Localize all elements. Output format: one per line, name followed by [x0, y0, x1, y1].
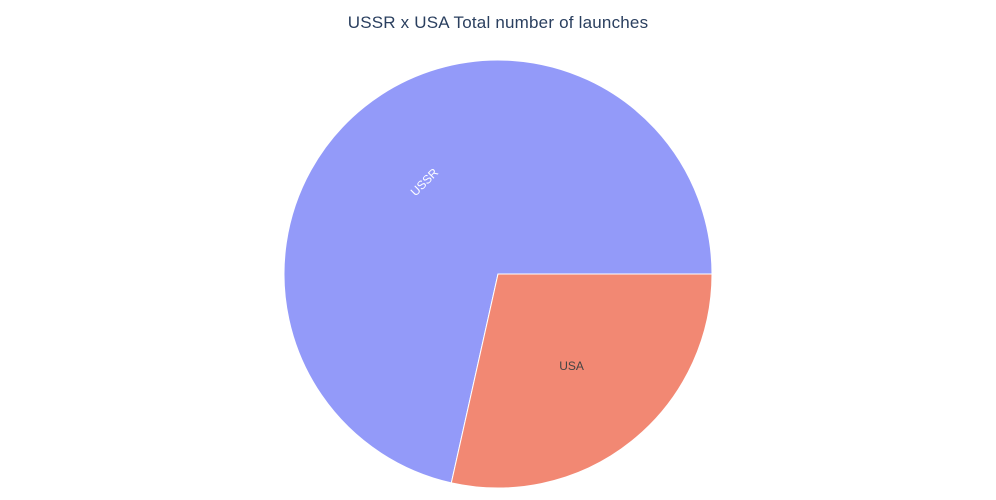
chart-title: USSR x USA Total number of launches	[347, 13, 649, 32]
pie-label-usa: USA	[559, 359, 584, 373]
pie-slices	[283, 59, 713, 489]
pie-slice-ussr[interactable]	[283, 59, 713, 484]
pie-slice-usa[interactable]	[450, 273, 713, 489]
